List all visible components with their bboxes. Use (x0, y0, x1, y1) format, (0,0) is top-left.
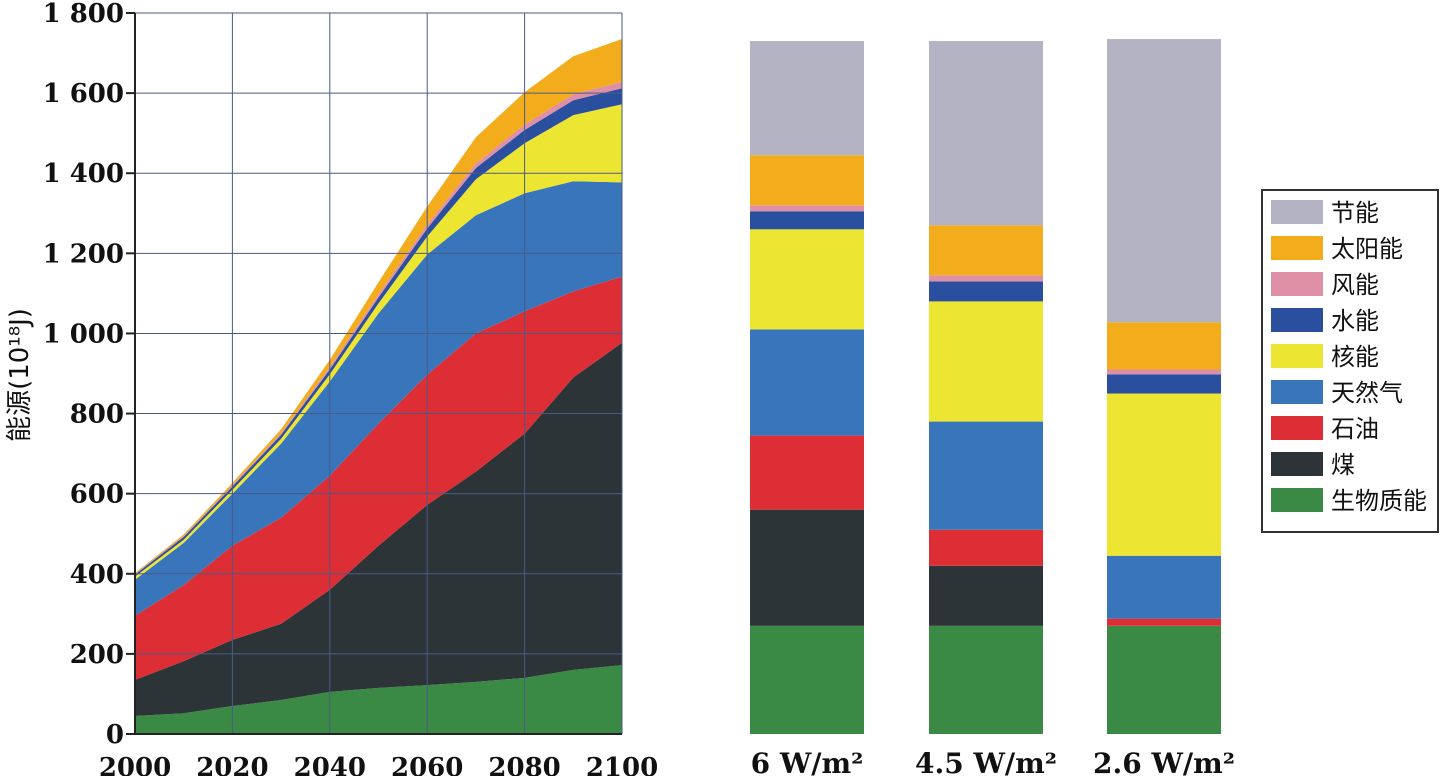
legend-label: 煤 (1331, 451, 1355, 479)
bar-category-label: 4.5 W/m² (915, 747, 1057, 776)
y-axis-tick-labels: 0 200 400 600 800 1 000 1 200 1 400 1 600 1 800 (43, 0, 124, 750)
bar-segment-水能 (929, 281, 1043, 302)
area-煤 (135, 342, 622, 716)
legend-label: 石油 (1331, 415, 1379, 443)
legend-label: 节能 (1331, 199, 1379, 227)
y-tick-label: 200 (70, 640, 124, 670)
y-tick-label: 1 600 (43, 79, 124, 109)
bar-segment-生物质能 (1107, 625, 1221, 734)
x-tick-label: 2020 (196, 753, 268, 776)
legend-swatch (1271, 380, 1323, 404)
bar-segment-水能 (750, 211, 864, 230)
legend-label: 核能 (1331, 343, 1379, 371)
y-tick-label: 400 (70, 560, 124, 590)
legend-swatch (1271, 236, 1323, 260)
bar-category-label: 2.6 W/m² (1093, 747, 1235, 776)
bar-segment-煤 (750, 509, 864, 626)
bar-category-label: 6 W/m² (751, 747, 864, 776)
area-石油 (135, 276, 622, 680)
bar-segment-节能 (929, 41, 1043, 226)
bar-segment-节能 (1107, 39, 1221, 323)
bar-segment-水能 (1107, 374, 1221, 394)
y-tick-label: 600 (70, 480, 124, 510)
area-chart-grid (126, 12, 623, 735)
legend-label: 太阳能 (1331, 235, 1403, 263)
bar-segment-生物质能 (929, 625, 1043, 734)
legend-swatch (1271, 272, 1323, 296)
legend-swatch (1271, 308, 1323, 332)
legend-label: 水能 (1331, 307, 1379, 335)
bar-segment-煤 (929, 565, 1043, 626)
y-tick-label: 0 (106, 720, 124, 750)
x-tick-label: 2100 (586, 753, 658, 776)
bar-segment-天然气 (1107, 555, 1221, 619)
x-tick-label: 2040 (294, 753, 366, 776)
bar-segment-风能 (750, 205, 864, 212)
legend-label: 风能 (1331, 271, 1379, 299)
y-tick-label: 800 (70, 400, 124, 430)
legend-label: 生物质能 (1331, 487, 1427, 515)
bar-segment-风能 (1107, 369, 1221, 375)
y-tick-label: 1 800 (43, 0, 124, 29)
bar-segment-生物质能 (750, 625, 864, 734)
bar-segment-节能 (750, 41, 864, 156)
legend-swatch (1271, 488, 1323, 512)
bar-segment-石油 (929, 529, 1043, 566)
bar-segment-核能 (1107, 393, 1221, 556)
x-axis-tick-labels: 2000 2020 2040 2060 2080 2100 (99, 753, 658, 776)
area-太阳能 (135, 39, 622, 574)
bar-segment-核能 (929, 301, 1043, 422)
y-tick-label: 1 000 (43, 319, 124, 349)
bar-category-labels: 6 W/m² 4.5 W/m² 2.6 W/m² (751, 747, 1235, 776)
bar-chart (750, 39, 1221, 734)
x-tick-label: 2080 (488, 753, 560, 776)
bar-segment-太阳能 (1107, 322, 1221, 370)
bar-segment-天然气 (929, 421, 1043, 530)
bar-segment-石油 (1107, 618, 1221, 626)
legend-swatch (1271, 452, 1323, 476)
area-chart-fills (135, 39, 622, 734)
area-生物质能 (135, 665, 622, 734)
bar-segment-风能 (929, 275, 1043, 282)
x-tick-label: 2060 (391, 753, 463, 776)
y-axis-label: 能源(10¹⁸J) (5, 308, 35, 442)
bar-segment-石油 (750, 435, 864, 510)
legend-swatch (1271, 200, 1323, 224)
legend-swatch (1271, 416, 1323, 440)
bar-segment-天然气 (750, 329, 864, 436)
area-核能 (135, 104, 622, 580)
bar-segment-太阳能 (750, 155, 864, 206)
y-tick-label: 1 400 (43, 159, 124, 189)
y-tick-label: 1 200 (43, 239, 124, 269)
area-天然气 (135, 181, 622, 616)
bar-segment-太阳能 (929, 225, 1043, 276)
bar-segment-核能 (750, 229, 864, 330)
legend-label: 天然气 (1331, 379, 1403, 407)
legend-swatch (1271, 344, 1323, 368)
x-tick-label: 2000 (99, 753, 171, 776)
